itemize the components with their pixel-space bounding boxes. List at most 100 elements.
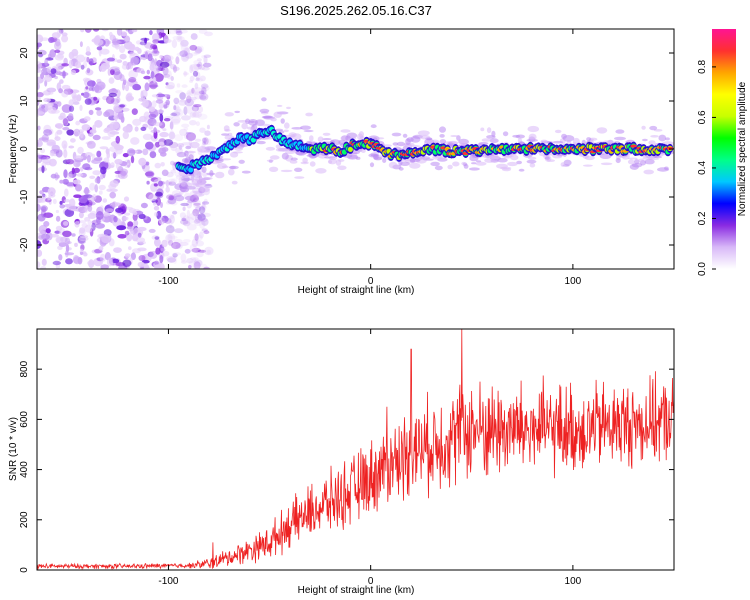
noise-speckle: [151, 100, 157, 108]
noise-speckle: [82, 163, 91, 171]
signal-halo: [328, 155, 338, 161]
noise-speckle: [113, 152, 117, 159]
noise-speckle: [110, 66, 120, 71]
noise-speckle: [75, 184, 82, 192]
noise-speckle: [197, 113, 208, 120]
noise-speckle: [81, 124, 91, 131]
noise-speckle: [50, 109, 60, 114]
noise-speckle: [128, 43, 136, 52]
noise-speckle: [158, 141, 165, 146]
noise-speckle: [166, 194, 175, 200]
signal-halo: [409, 162, 421, 169]
signal-halo: [317, 136, 324, 142]
noise-speckle: [121, 31, 127, 37]
noise-speckle: [149, 151, 157, 159]
signal-halo: [540, 139, 548, 144]
signal-halo: [544, 156, 550, 160]
signal-halo: [398, 167, 404, 171]
noise-speckle: [159, 113, 164, 122]
noise-speckle: [113, 247, 122, 254]
noise-speckle: [115, 174, 120, 178]
noise-speckle: [101, 234, 110, 244]
noise-speckle: [38, 53, 43, 58]
noise-speckle: [61, 35, 69, 43]
noise-speckle: [65, 159, 75, 165]
noise-speckle: [107, 128, 116, 138]
signal-halo: [309, 161, 316, 167]
noise-speckle: [172, 256, 178, 264]
signal-halo: [516, 160, 522, 165]
noise-speckle: [203, 171, 207, 179]
noise-speckle: [160, 162, 165, 167]
noise-speckle: [61, 90, 69, 98]
signal-halo: [373, 154, 379, 160]
signal-halo: [280, 118, 285, 124]
noise-speckle: [198, 206, 206, 214]
signal-halo: [283, 129, 289, 133]
noise-speckle: [163, 34, 169, 44]
noise-speckle: [63, 169, 68, 179]
noise-speckle: [102, 198, 108, 203]
signal-halo: [484, 158, 495, 163]
noise-speckle: [138, 97, 147, 102]
signal-halo: [528, 133, 537, 141]
noise-speckle: [56, 101, 62, 107]
noise-speckle: [67, 204, 77, 211]
noise-speckle: [182, 206, 186, 211]
noise-speckle: [186, 199, 193, 209]
noise-speckle: [145, 161, 150, 166]
noise-speckle: [203, 266, 210, 269]
noise-speckle: [171, 39, 178, 49]
noise-speckle: [129, 225, 138, 235]
signal-halo: [400, 161, 410, 166]
noise-speckle: [181, 217, 187, 222]
noise-speckle: [194, 46, 203, 54]
signal-halo: [665, 137, 670, 141]
noise-speckle: [122, 153, 129, 158]
noise-speckle: [172, 210, 178, 215]
noise-speckle: [189, 75, 195, 82]
noise-speckle: [37, 203, 41, 212]
noise-speckle: [192, 208, 200, 217]
signal-halo: [402, 133, 408, 138]
noise-speckle: [124, 212, 131, 216]
noise-speckle: [170, 112, 178, 117]
noise-speckle: [195, 262, 201, 269]
noise-speckle: [132, 213, 138, 222]
noise-speckle: [52, 260, 61, 266]
noise-speckle: [183, 70, 187, 77]
noise-speckle: [37, 261, 41, 269]
noise-speckle: [181, 53, 189, 62]
noise-speckle: [135, 237, 146, 243]
noise-speckle: [164, 217, 172, 224]
noise-speckle: [186, 89, 197, 97]
signal-halo: [561, 133, 567, 139]
noise-speckle: [46, 66, 52, 74]
noise-speckle: [49, 142, 57, 146]
noise-speckle: [197, 105, 204, 113]
noise-speckle: [119, 53, 127, 60]
noise-speckle: [160, 247, 166, 252]
signal-halo: [185, 145, 192, 150]
signal-halo: [197, 146, 208, 153]
signal-halo: [300, 125, 311, 130]
noise-speckle: [74, 61, 82, 69]
signal-halo: [280, 169, 293, 173]
noise-speckle: [84, 29, 92, 33]
noise-speckle: [37, 83, 40, 90]
signal-halo: [518, 168, 525, 172]
noise-speckle: [80, 245, 85, 249]
noise-speckle: [184, 248, 191, 254]
noise-speckle: [195, 214, 203, 223]
noise-speckle: [122, 81, 125, 91]
snr-xlabel: Height of straight line (km): [298, 585, 415, 596]
noise-speckle: [106, 258, 114, 267]
signal-halo: [426, 137, 433, 141]
noise-speckle: [92, 170, 101, 176]
noise-speckle: [98, 246, 104, 251]
noise-speckle: [189, 112, 197, 118]
noise-speckle: [147, 53, 153, 62]
signal-halo: [241, 122, 248, 130]
colorbar-tick-label: 0.8: [697, 60, 708, 74]
noise-speckle: [74, 221, 80, 228]
